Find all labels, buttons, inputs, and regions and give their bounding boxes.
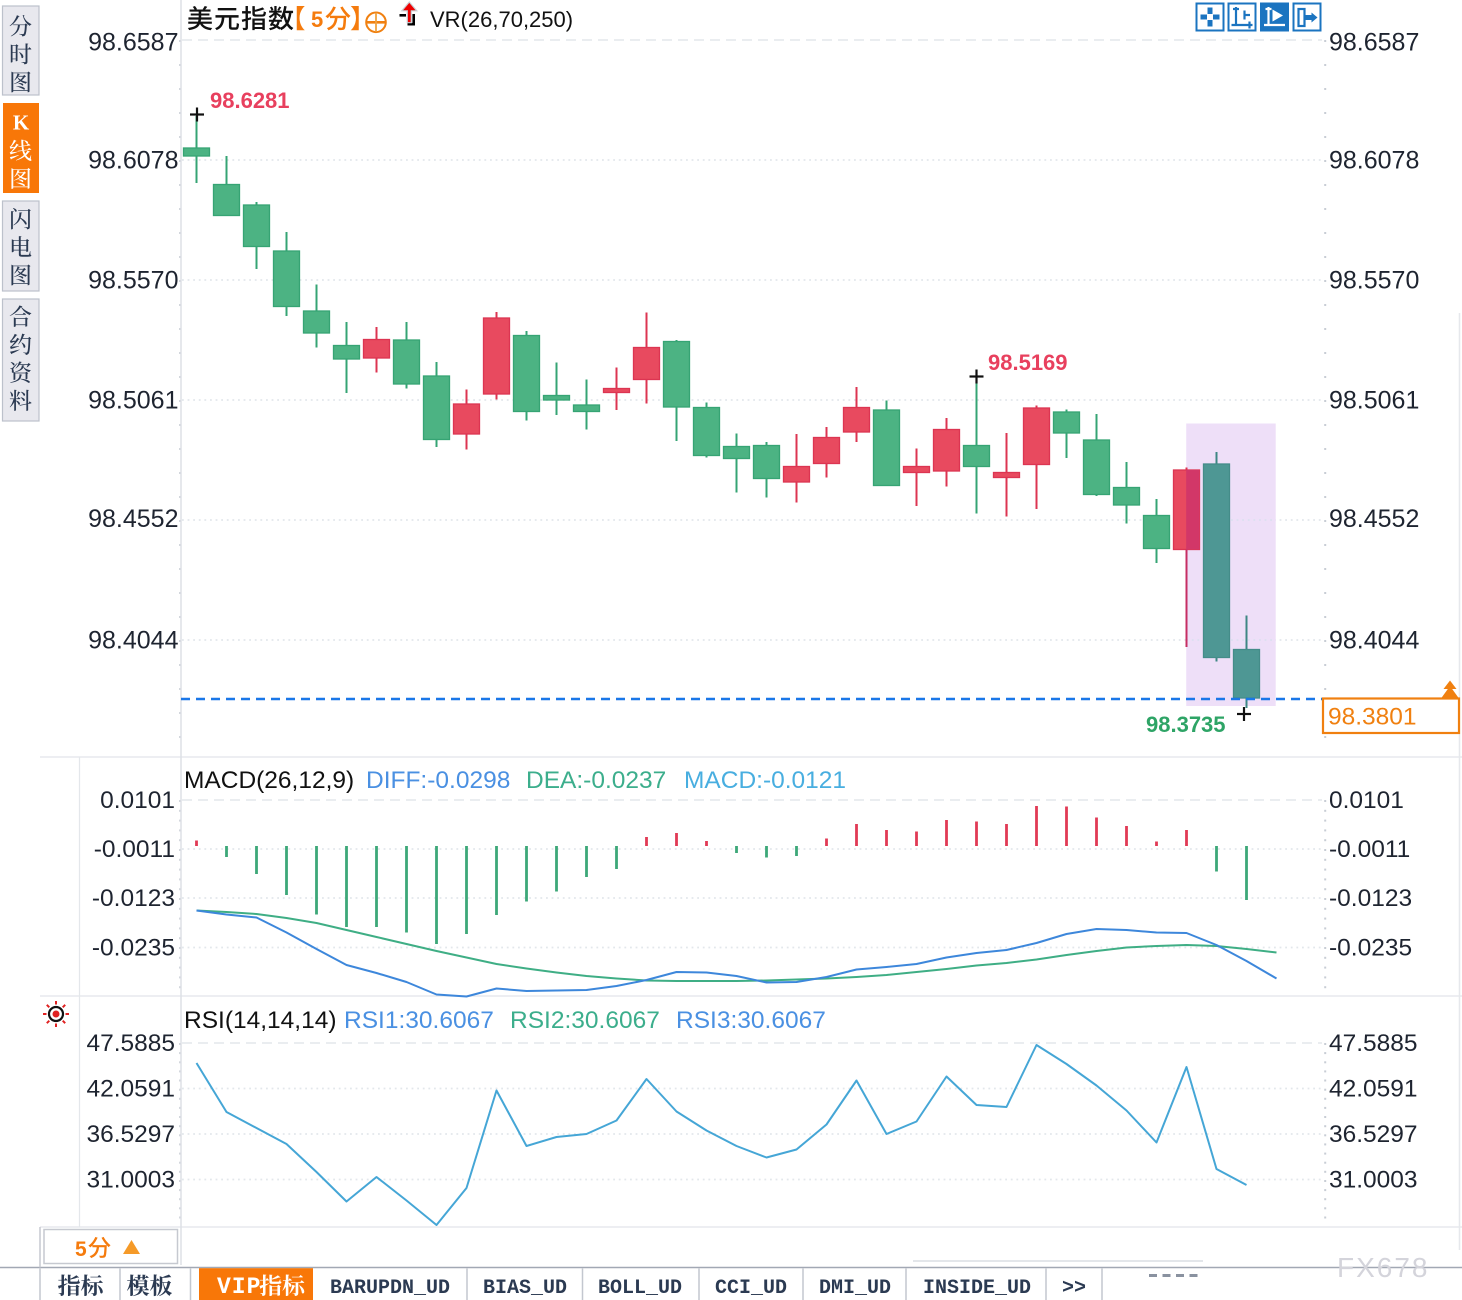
svg-text:>>: >> bbox=[1062, 1277, 1086, 1300]
svg-text:MACD(26,12,9): MACD(26,12,9) bbox=[184, 767, 354, 794]
svg-text:98.5570: 98.5570 bbox=[88, 267, 178, 295]
svg-text:RSI3:30.6067: RSI3:30.6067 bbox=[676, 1007, 826, 1034]
svg-text:98.5061: 98.5061 bbox=[88, 387, 178, 415]
svg-text:98.4044: 98.4044 bbox=[88, 627, 178, 655]
svg-text:98.3735: 98.3735 bbox=[1146, 712, 1226, 737]
svg-text:RSI2:30.6067: RSI2:30.6067 bbox=[510, 1007, 660, 1034]
svg-text:31.0003: 31.0003 bbox=[1329, 1167, 1418, 1194]
svg-text:VIP: VIP bbox=[217, 1274, 261, 1300]
svg-text:98.6078: 98.6078 bbox=[88, 147, 178, 175]
svg-text:INSIDE_UD: INSIDE_UD bbox=[923, 1277, 1031, 1300]
svg-text:-0.0235: -0.0235 bbox=[1329, 935, 1412, 962]
svg-text:98.3801: 98.3801 bbox=[1328, 704, 1417, 731]
svg-text:RSI1:30.6067: RSI1:30.6067 bbox=[344, 1007, 494, 1034]
svg-text:-0.0235: -0.0235 bbox=[92, 935, 175, 962]
svg-text:5: 5 bbox=[311, 7, 323, 32]
svg-text:BIAS_UD: BIAS_UD bbox=[483, 1277, 567, 1300]
svg-text:98.5169: 98.5169 bbox=[988, 350, 1068, 375]
svg-text:VR(26,70,250): VR(26,70,250) bbox=[430, 7, 573, 32]
svg-text:98.6281: 98.6281 bbox=[210, 88, 290, 113]
svg-text:47.5885: 47.5885 bbox=[1329, 1030, 1418, 1057]
svg-text:42.0591: 42.0591 bbox=[1329, 1076, 1418, 1103]
svg-text:K: K bbox=[13, 111, 30, 135]
svg-text:DEA:-0.0237: DEA:-0.0237 bbox=[526, 767, 666, 794]
svg-text:BARUPDN_UD: BARUPDN_UD bbox=[330, 1277, 450, 1300]
svg-text:47.5885: 47.5885 bbox=[86, 1030, 175, 1057]
svg-text:5: 5 bbox=[75, 1238, 87, 1261]
svg-text:98.6078: 98.6078 bbox=[1329, 147, 1419, 175]
svg-text:42.0591: 42.0591 bbox=[86, 1076, 175, 1103]
svg-text:-0.0123: -0.0123 bbox=[1329, 885, 1412, 912]
svg-text:CCI_UD: CCI_UD bbox=[715, 1277, 787, 1300]
svg-text:FX678: FX678 bbox=[1337, 1252, 1430, 1283]
svg-text:98.6587: 98.6587 bbox=[1329, 29, 1419, 57]
svg-text:-0.0011: -0.0011 bbox=[1329, 836, 1410, 863]
svg-text:98.4044: 98.4044 bbox=[1329, 627, 1419, 655]
svg-text:31.0003: 31.0003 bbox=[86, 1167, 175, 1194]
svg-text:MACD:-0.0121: MACD:-0.0121 bbox=[684, 767, 846, 794]
svg-text:98.5570: 98.5570 bbox=[1329, 267, 1419, 295]
svg-text:DMI_UD: DMI_UD bbox=[819, 1277, 891, 1300]
svg-text:98.5061: 98.5061 bbox=[1329, 387, 1419, 415]
svg-text:36.5297: 36.5297 bbox=[1329, 1121, 1418, 1148]
svg-text:98.4552: 98.4552 bbox=[1329, 505, 1419, 533]
svg-text:-0.0011: -0.0011 bbox=[94, 836, 175, 863]
svg-text:BOLL_UD: BOLL_UD bbox=[598, 1277, 682, 1300]
svg-text:98.4552: 98.4552 bbox=[88, 505, 178, 533]
svg-text:98.6587: 98.6587 bbox=[88, 29, 178, 57]
svg-text:0.0101: 0.0101 bbox=[1329, 787, 1404, 814]
svg-text:36.5297: 36.5297 bbox=[86, 1121, 175, 1148]
svg-text:DIFF:-0.0298: DIFF:-0.0298 bbox=[366, 767, 510, 794]
svg-text:RSI(14,14,14): RSI(14,14,14) bbox=[184, 1007, 337, 1034]
svg-text:-0.0123: -0.0123 bbox=[92, 885, 175, 912]
svg-text:0.0101: 0.0101 bbox=[100, 787, 175, 814]
